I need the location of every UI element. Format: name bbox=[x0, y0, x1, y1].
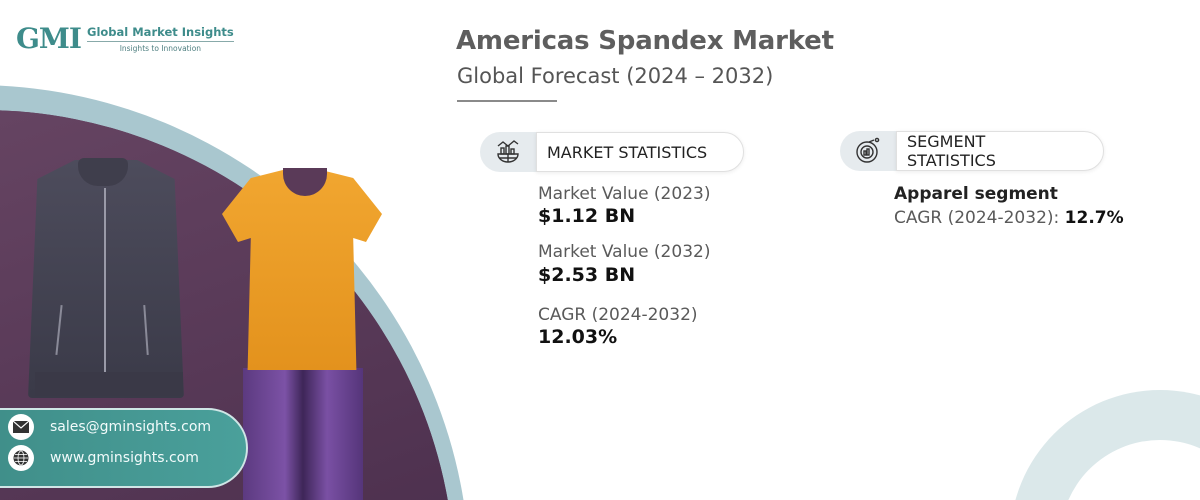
segment-statistics-label: SEGMENT STATISTICS bbox=[896, 131, 1104, 171]
market-value-2023: $1.12 BN bbox=[538, 205, 636, 227]
cagr-value: 12.03% bbox=[538, 326, 618, 348]
contact-website-row[interactable]: www.gminsights.com bbox=[8, 445, 199, 471]
contact-website[interactable]: www.gminsights.com bbox=[50, 450, 199, 466]
title-divider bbox=[457, 100, 557, 102]
page-subtitle: Global Forecast (2024 – 2032) bbox=[457, 64, 774, 88]
jacket-collar bbox=[78, 158, 128, 186]
segment-statistics-header: SEGMENT STATISTICS bbox=[840, 131, 1104, 171]
segment-cagr-label: CAGR (2024-2032): bbox=[894, 208, 1060, 228]
cagr-label: CAGR (2024-2032) bbox=[538, 305, 698, 325]
jacket-hem bbox=[35, 372, 183, 396]
logo-tagline: Insights to Innovation bbox=[119, 43, 202, 53]
globe-chart-icon bbox=[480, 132, 536, 172]
segment-cagr: CAGR (2024-2032): 12.7% bbox=[894, 208, 1124, 228]
mail-icon bbox=[8, 414, 34, 440]
market-value-2032-label: Market Value (2032) bbox=[538, 242, 711, 262]
market-statistics-label: MARKET STATISTICS bbox=[536, 132, 744, 172]
gmi-logo: GMI Global Market Insights Insights to I… bbox=[16, 22, 234, 55]
jacket-illustration bbox=[28, 160, 184, 398]
pie-chart-icon bbox=[840, 131, 896, 171]
market-statistics-header: MARKET STATISTICS bbox=[480, 132, 744, 172]
contact-email[interactable]: sales@gminsights.com bbox=[50, 419, 212, 435]
page-title: Americas Spandex Market bbox=[456, 26, 834, 56]
market-value-2032: $2.53 BN bbox=[538, 264, 636, 286]
contact-panel bbox=[0, 408, 248, 488]
leggings-illustration bbox=[243, 368, 363, 500]
logo-name: Global Market Insights bbox=[87, 25, 234, 42]
market-value-2023-label: Market Value (2023) bbox=[538, 184, 711, 204]
jacket-zipper bbox=[104, 188, 106, 396]
globe-icon bbox=[8, 445, 34, 471]
contact-email-row[interactable]: sales@gminsights.com bbox=[8, 414, 211, 440]
decorative-swoosh-bottom-right bbox=[1010, 390, 1200, 500]
segment-cagr-value: 12.7% bbox=[1064, 208, 1124, 228]
hero-image bbox=[0, 0, 470, 500]
segment-name: Apparel segment bbox=[894, 184, 1058, 204]
logo-mark: GMI bbox=[16, 22, 82, 55]
